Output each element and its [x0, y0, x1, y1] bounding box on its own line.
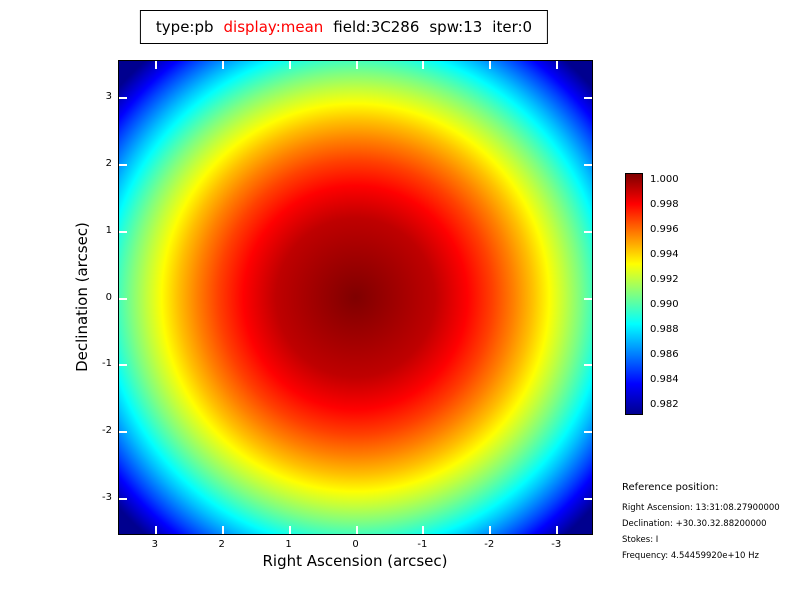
x-axis-tick-mark — [556, 526, 559, 534]
reference-position-block: Reference position: Right Ascension: 13:… — [622, 482, 780, 567]
y-axis-tick-label: 0 — [105, 291, 112, 303]
x-axis-tick-mark — [221, 526, 224, 534]
x-axis-tick-mark — [288, 61, 291, 69]
y-axis-tick-label: 2 — [105, 157, 112, 169]
colorbar-tick-label: 0.990 — [650, 299, 679, 310]
x-axis-tick-mark — [355, 526, 358, 534]
y-axis-tick-mark — [584, 498, 592, 501]
y-axis-tick-label: -1 — [102, 358, 112, 370]
y-axis-tick-label: -3 — [102, 492, 112, 504]
x-axis-tick-label: -1 — [417, 539, 428, 550]
x-axis-tick-label: 0 — [352, 539, 359, 550]
y-axis-tick-mark — [584, 163, 592, 166]
y-axis-tick-mark — [584, 96, 592, 99]
x-axis-tick-mark — [422, 61, 425, 69]
x-axis-tick-label: -2 — [484, 539, 495, 550]
x-axis-tick-mark — [489, 61, 492, 69]
title-type-segment: type:pb — [155, 18, 214, 36]
y-axis-tick-label: 3 — [105, 90, 112, 102]
y-axis-tick-mark — [584, 431, 592, 434]
y-axis-tick-label: 1 — [105, 224, 112, 236]
x-axis-tick-mark — [154, 526, 157, 534]
colorbar-tick-label: 0.988 — [650, 324, 679, 335]
y-axis-tick-mark — [119, 431, 127, 434]
x-axis-tick-label: 1 — [285, 539, 292, 550]
y-axis-tick-mark — [119, 364, 127, 367]
reference-heading: Reference position: — [622, 482, 719, 493]
x-axis-tick-label: 3 — [151, 539, 158, 550]
x-axis-tick-mark — [422, 526, 425, 534]
x-axis-tick-mark — [355, 61, 358, 69]
x-axis-label: Right Ascension (arcsec) — [262, 552, 448, 570]
heatmap-plot[interactable] — [118, 60, 593, 535]
x-axis-tick-mark — [489, 526, 492, 534]
y-axis-tick-mark — [119, 230, 127, 233]
colorbar-tick-label: 1.000 — [650, 174, 679, 185]
x-axis-tick-mark — [154, 61, 157, 69]
y-axis-tick-mark — [119, 163, 127, 166]
colorbar-tick-label: 0.996 — [650, 224, 679, 235]
y-axis-label: Declination (arcsec) — [73, 222, 91, 372]
colorbar-tick-label: 0.984 — [650, 374, 679, 385]
x-axis-tick-mark — [556, 61, 559, 69]
colorbar-tick-labels: 1.000 0.998 0.996 0.994 0.992 0.990 0.988 0.986… — [650, 173, 710, 415]
y-axis-tick-mark — [119, 96, 127, 99]
y-axis-tick-mark — [119, 297, 127, 300]
colorbar-tick-label: 0.986 — [650, 349, 679, 360]
colorbar-tick-label: 0.994 — [650, 249, 679, 260]
colorbar — [625, 173, 643, 415]
reference-declination: Declination: +30.30.32.88200000 — [622, 519, 767, 529]
reference-right-ascension: Right Ascension: 13:31:08.27900000 — [622, 503, 780, 513]
y-axis-tick-mark — [119, 498, 127, 501]
reference-frequency: Frequency: 4.54459920e+10 Hz — [622, 551, 759, 561]
title-iter-segment: iter:0 — [492, 18, 533, 36]
colorbar-tick-label: 0.982 — [650, 399, 679, 410]
y-axis-tick-label: -2 — [102, 425, 112, 437]
reference-stokes: Stokes: I — [622, 535, 659, 545]
x-axis-tick-mark — [288, 526, 291, 534]
y-axis-tick-mark — [584, 364, 592, 367]
title-field-segment: field:3C286 — [333, 18, 420, 36]
colorbar-tick-label: 0.992 — [650, 274, 679, 285]
colorbar-tick-label: 0.998 — [650, 199, 679, 210]
title-spw-segment: spw:13 — [429, 18, 483, 36]
x-axis-tick-label: 2 — [218, 539, 225, 550]
plot-title: type:pb display:mean field:3C286 spw:13 iter… — [139, 10, 549, 44]
title-display-segment: display:mean — [223, 18, 324, 36]
y-axis-tick-mark — [584, 230, 592, 233]
y-axis-tick-mark — [584, 297, 592, 300]
x-axis-tick-label: -3 — [551, 539, 562, 550]
x-axis-tick-mark — [221, 61, 224, 69]
